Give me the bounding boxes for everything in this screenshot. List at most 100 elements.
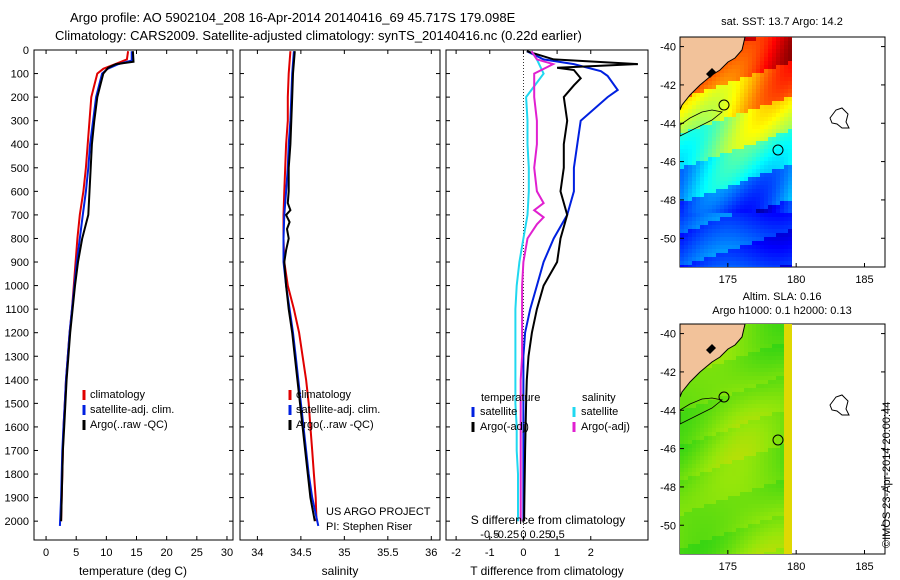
sla-cell [752, 536, 757, 541]
sla-cell [788, 340, 792, 345]
sst-cell [788, 69, 792, 74]
sst-cell [704, 169, 709, 174]
sst-cell [788, 205, 792, 210]
sst-cell [768, 97, 773, 102]
sst-cell [772, 253, 777, 258]
sla-cell [720, 376, 725, 381]
sst-cell [772, 177, 777, 182]
sst-cell [772, 45, 777, 50]
sla-cell [776, 368, 781, 373]
sla-cell [772, 400, 777, 405]
sla-cell [684, 540, 689, 545]
sst-cell [708, 117, 713, 122]
sla-cell [688, 404, 693, 409]
sst-cell [704, 149, 709, 154]
sst-cell [756, 93, 761, 98]
sst-cell [700, 125, 705, 130]
sst-cell [728, 101, 733, 106]
sla-cell [744, 348, 749, 353]
sla-cell [772, 476, 777, 481]
sla-cell [720, 548, 725, 553]
sst-cell [732, 201, 737, 206]
sla-cell [724, 552, 729, 554]
sla-cell [680, 424, 685, 429]
sla-cell [760, 508, 765, 513]
sla-cell [756, 456, 761, 461]
sst-cell [684, 201, 689, 206]
sla-cell [760, 492, 765, 497]
sla-cell [768, 376, 773, 381]
sst-cell [692, 113, 697, 118]
sst-cell [716, 133, 721, 138]
sla-cell [704, 476, 709, 481]
sla-cell [716, 488, 721, 493]
sla-cell [768, 380, 773, 385]
sst-cell [772, 169, 777, 174]
sla-cell [740, 520, 745, 525]
sla-cell [752, 428, 757, 433]
sla-cell [788, 516, 792, 521]
map-x-tick-label: 185 [855, 561, 873, 573]
sst-cell [736, 129, 741, 134]
sst-cell [708, 217, 713, 222]
depth-tick-label: 1300 [5, 351, 29, 363]
sla-cell [752, 384, 757, 389]
sla-cell [736, 524, 741, 529]
sst-cell [728, 197, 733, 202]
axis-ticks-layer: 0100200300400500600700800900100011001200… [5, 42, 885, 573]
sst-cell [692, 181, 697, 186]
sst-cell [788, 265, 792, 267]
sla-cell [748, 428, 753, 433]
sst-cell [752, 173, 757, 178]
sla-cell [740, 440, 745, 445]
sst-cell [736, 93, 741, 98]
sst-cell [700, 233, 705, 238]
sst-cell [704, 89, 709, 94]
sla-cell [788, 460, 792, 465]
sst-cell [788, 229, 792, 234]
sst-cell [700, 137, 705, 142]
sst-cell [740, 129, 745, 134]
sla-cell [788, 484, 792, 489]
sst-cell [700, 141, 705, 146]
legend-label: climatology [296, 389, 352, 401]
sla-cell [716, 476, 721, 481]
sst-cell [732, 109, 737, 114]
sla-cell [724, 388, 729, 393]
sst-cell [736, 257, 741, 262]
sla-cell [712, 536, 717, 541]
sst-cell [756, 57, 761, 62]
sla-cell [692, 408, 697, 413]
sla-cell [788, 528, 792, 533]
sst-cell [716, 249, 721, 254]
sst-cell [772, 205, 777, 210]
sst-cell [784, 65, 789, 70]
sst-cell [752, 225, 757, 230]
sla-cell [680, 416, 685, 421]
sla-map-subtitle: Argo h1000: 0.1 h2000: 0.13 [712, 305, 851, 317]
sst-cell [760, 157, 765, 162]
sst-cell [716, 89, 721, 94]
sla-cell [756, 468, 761, 473]
sst-cell [708, 137, 713, 142]
sla-cell [728, 536, 733, 541]
legend-header-salinity: salinity [582, 392, 616, 404]
sst-cell [772, 37, 777, 42]
sla-cell [704, 548, 709, 553]
sst-cell [700, 129, 705, 134]
sst-cell [768, 93, 773, 98]
sla-cell [740, 436, 745, 441]
sla-cell [712, 456, 717, 461]
sst-cell [736, 105, 741, 110]
sla-cell [740, 376, 745, 381]
sst-cell [680, 141, 685, 146]
sla-cell [756, 424, 761, 429]
sst-cell [768, 237, 773, 242]
sla-cell [784, 336, 789, 341]
sla-cell [684, 536, 689, 541]
sla-cell [768, 456, 773, 461]
sst-cell [768, 161, 773, 166]
sst-cell [788, 165, 792, 170]
sst-cell [784, 41, 789, 46]
sla-cell [744, 508, 749, 513]
